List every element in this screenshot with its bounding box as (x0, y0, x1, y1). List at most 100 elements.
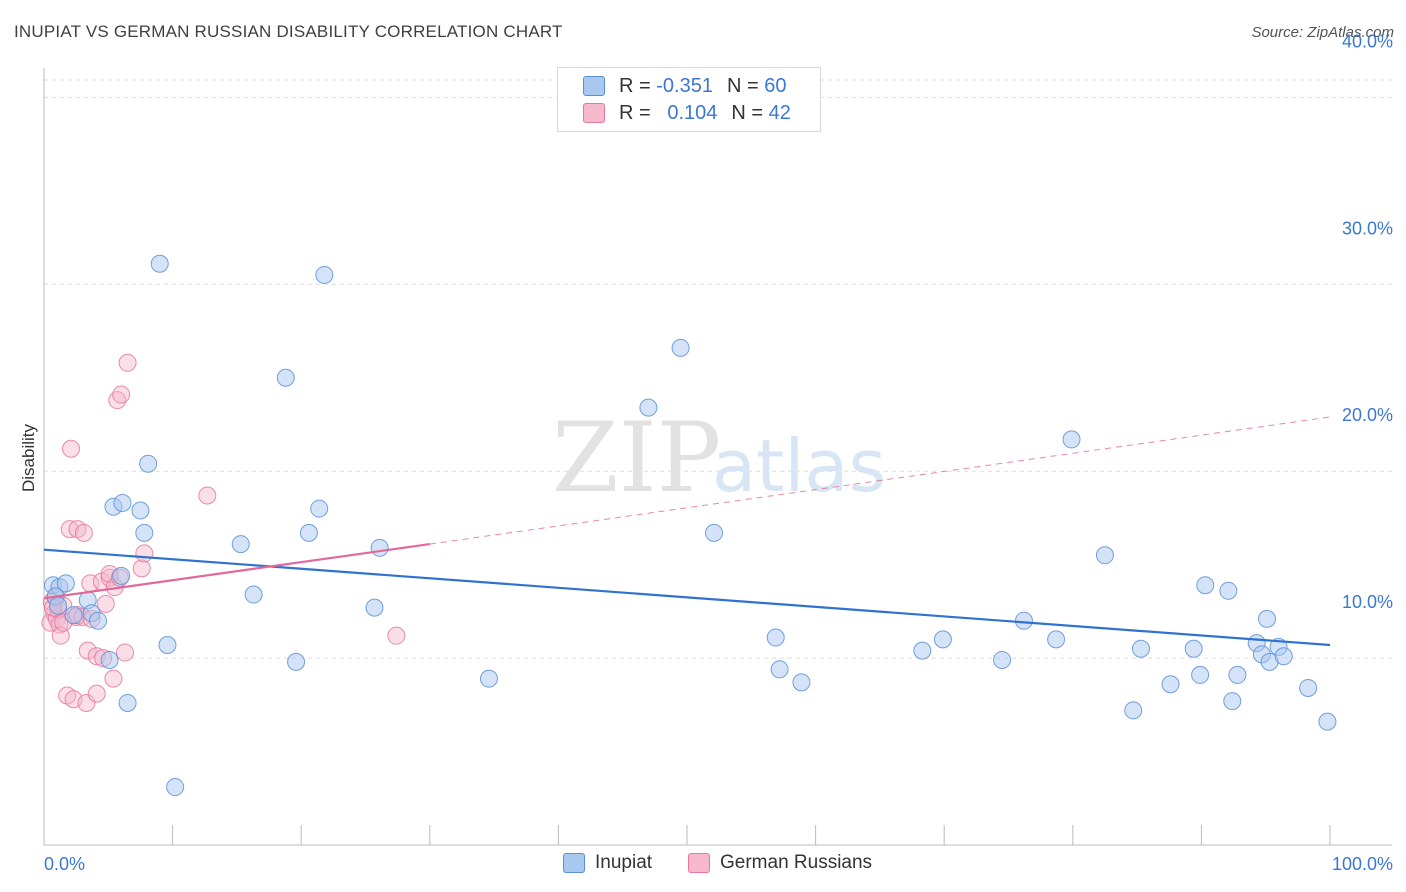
inupiat-point (89, 611, 108, 630)
inupiat-point (64, 606, 83, 625)
inupiat-point (287, 652, 306, 671)
inupiat-point (1095, 546, 1114, 565)
inupiat-point (1219, 581, 1238, 600)
x-tick-label: 0.0% (44, 854, 85, 874)
y-tick-label: 30.0% (1342, 218, 1393, 238)
inupiat-point (135, 523, 154, 542)
gridlines (44, 79, 1392, 659)
watermark-zip: ZIP (552, 402, 721, 514)
legend-row-inupiat: R = -0.351 N = 60 (583, 73, 786, 99)
inupiat-swatch-icon (583, 76, 605, 96)
inupiat-point (1124, 701, 1143, 720)
inupiat-point (365, 598, 384, 617)
german-russians-point (60, 520, 79, 539)
german-russians-point (62, 439, 81, 458)
y-axis-label: Disability (19, 423, 38, 492)
german-russians-point (78, 641, 97, 660)
inupiat-n-value: 60 (764, 74, 787, 97)
inupiat-point (770, 660, 789, 679)
axes (43, 68, 1392, 846)
inupiat-point (1131, 639, 1150, 658)
inupiat-points (44, 254, 1337, 797)
inupiat-point (913, 641, 932, 660)
chart-title: INUPIAT VS GERMAN RUSSIAN DISABILITY COR… (14, 22, 563, 41)
inupiat-point (993, 650, 1012, 669)
trend-lines (43, 416, 1331, 647)
inupiat-point (139, 454, 158, 473)
german-russians-point (387, 626, 406, 645)
inupiat-point (315, 265, 334, 284)
source-label: Source: ZipAtlas.com (1251, 24, 1394, 41)
inupiat-point (1047, 630, 1066, 649)
german-russians-points (41, 353, 406, 712)
inupiat-point (1191, 665, 1210, 684)
inupiat-point (118, 693, 137, 712)
inupiat-point (299, 523, 318, 542)
legend-item-german-russians[interactable]: German Russians (688, 852, 872, 874)
x-tick-label: 100.0% (1332, 854, 1393, 874)
inupiat-point (370, 538, 389, 557)
inupiat-point (792, 673, 811, 692)
n-label: N = (726, 74, 759, 97)
inupiat-point (766, 628, 785, 647)
german-russians-point (87, 684, 106, 703)
inupiat-point (231, 535, 250, 554)
inupiat-point (113, 493, 132, 512)
german-russians-point (118, 353, 137, 372)
german-russians-trend-extension (429, 416, 1331, 545)
inupiat-point (1196, 576, 1215, 595)
inupiat-point (1257, 609, 1276, 628)
inupiat-point (112, 566, 131, 585)
y-tick-label: 40.0% (1342, 31, 1393, 51)
inupiat-point (639, 398, 658, 417)
y-tick-label: 20.0% (1342, 405, 1393, 425)
watermark-atlas: atlas (712, 424, 886, 508)
inupiat-point (131, 501, 150, 520)
inupiat-point (1184, 639, 1203, 658)
german-russians-swatch-icon (583, 103, 605, 123)
german-russians-point (77, 693, 96, 712)
german-russians-n-value: 42 (768, 101, 791, 124)
legend-label-german-russians: German Russians (720, 852, 873, 873)
legend-item-inupiat[interactable]: Inupiat (563, 852, 652, 874)
inupiat-point (1223, 692, 1242, 711)
inupiat-point (1299, 679, 1318, 697)
german-russians-r-value: 0.104 (667, 101, 718, 124)
inupiat-point (1062, 430, 1081, 449)
german-russians-trend-line (43, 542, 430, 600)
inupiat-point (1161, 675, 1180, 694)
german-russians-point (132, 559, 151, 578)
german-russians-point (104, 669, 123, 688)
r-label: R = (619, 74, 651, 97)
inupiat-trend-line (43, 548, 1331, 647)
n-label: N = (731, 101, 764, 124)
stats-legend: R = -0.351 N = 60 R = 0.104 N = 42 (557, 67, 821, 132)
inupiat-point (56, 574, 75, 593)
german-russians-point (74, 523, 93, 542)
inupiat-point (158, 636, 177, 655)
inupiat-r-value: -0.351 (656, 74, 713, 97)
inupiat-point (1274, 647, 1293, 666)
inupiat-legend-icon (563, 853, 585, 873)
inupiat-point (479, 669, 498, 688)
german-russians-point (135, 544, 154, 563)
inupiat-point (1318, 712, 1337, 731)
y-tick-label: 10.0% (1342, 592, 1393, 612)
inupiat-point (100, 650, 119, 669)
inupiat-point (1014, 611, 1033, 630)
inupiat-point (166, 778, 185, 797)
german-russians-point (198, 486, 217, 505)
german-russians-point (96, 594, 115, 613)
inupiat-point (244, 585, 263, 604)
tick-labels: 10.0% 20.0% 30.0% 40.0% 0.0% 100.0% (44, 31, 1393, 874)
inupiat-point (1228, 665, 1247, 684)
inupiat-point (933, 630, 952, 649)
inupiat-point (49, 596, 68, 615)
inupiat-point (150, 254, 169, 273)
inupiat-point (705, 523, 724, 542)
legend-label-inupiat: Inupiat (595, 852, 653, 873)
inupiat-point (310, 499, 329, 518)
german-russians-point (112, 385, 131, 404)
inupiat-point (671, 338, 690, 357)
